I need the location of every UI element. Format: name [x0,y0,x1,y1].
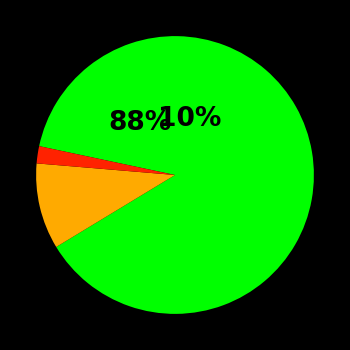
Wedge shape [37,146,175,175]
Text: 88%: 88% [108,110,172,136]
Text: 10%: 10% [159,106,222,132]
Wedge shape [39,36,314,314]
Wedge shape [36,163,175,247]
